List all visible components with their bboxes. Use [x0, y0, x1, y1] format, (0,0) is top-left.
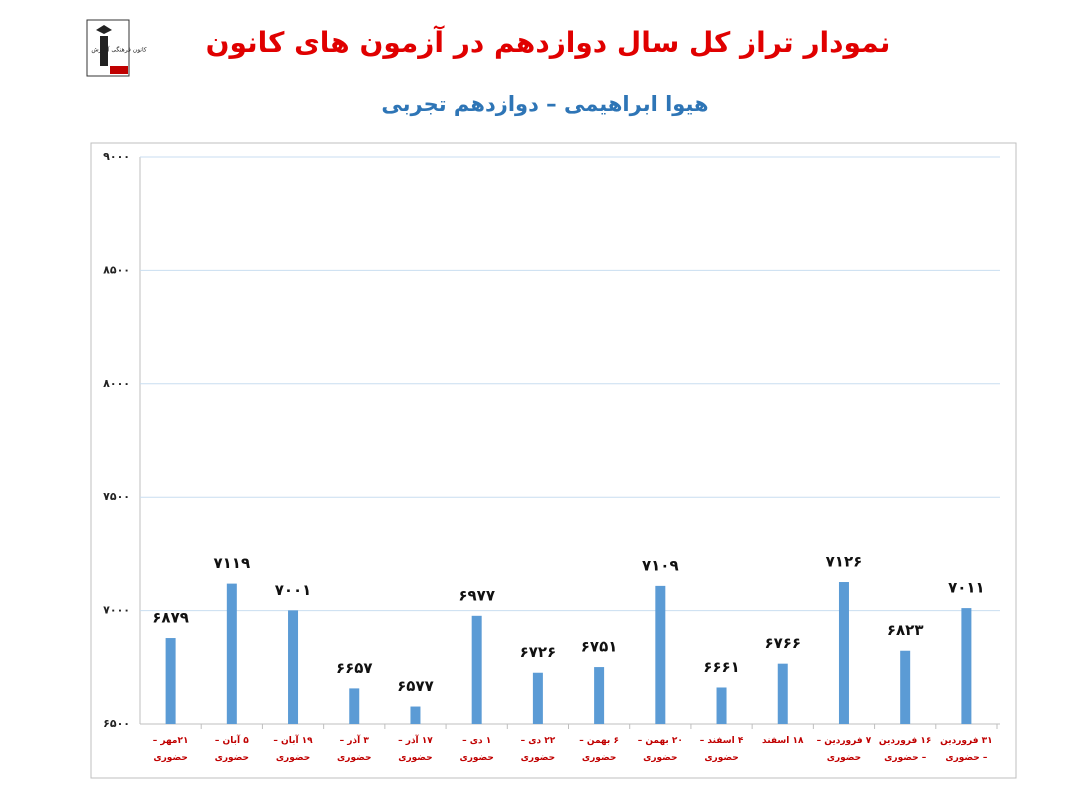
- bar: [532, 672, 543, 724]
- value-label: ۶۷۲۶: [520, 643, 557, 661]
- logo: کانون فرهنگی آموزش: [86, 19, 147, 77]
- x-tick-label: ۶ بهمن – حضوری: [579, 736, 619, 763]
- x-tick-label: ۲۱مهر – حضوری: [152, 736, 189, 763]
- bar: [655, 585, 666, 724]
- bar: [349, 688, 360, 724]
- y-tick-label: ۷۵۰۰: [103, 490, 130, 503]
- x-tick-label: ۳۱ فروردین – حضوری: [940, 736, 993, 763]
- chart-title: نمودار تراز کل سال دوازدهم در آزمون های …: [206, 25, 891, 59]
- value-label: ۷۱۰۹: [642, 556, 679, 574]
- value-label: ۷۰۱۱: [948, 579, 985, 597]
- x-tick-label: ۵ آبان – حضوری: [214, 736, 250, 763]
- value-label: ۷۱۲۶: [826, 553, 863, 571]
- value-label: ۶۷۵۱: [581, 638, 618, 656]
- value-label: ۶۹۷۷: [458, 586, 495, 604]
- bar: [838, 582, 849, 724]
- x-tick-label: ۱۸ اسفند: [762, 736, 804, 746]
- y-tick-label: ۹۰۰۰: [103, 150, 130, 163]
- value-label: ۷۱۱۹: [214, 554, 251, 572]
- bar: [226, 583, 237, 724]
- value-label: ۶۸۲۳: [887, 621, 924, 639]
- x-tick-label: ۴ اسفند – حضوری: [699, 736, 744, 763]
- x-tick-label: ۱ دی – حضوری: [459, 736, 494, 763]
- value-label: ۶۵۷۷: [397, 677, 434, 695]
- x-tick-label: ۲۰ بهمن – حضوری: [637, 736, 683, 763]
- logo-figure: [96, 25, 112, 66]
- x-tick-label: ۳ آذر – حضوری: [337, 736, 372, 763]
- value-label: ۶۸۷۹: [152, 609, 189, 627]
- x-tick-label: ۱۷ آذر – حضوری: [398, 736, 433, 763]
- value-label: ۶۷۶۶: [764, 634, 801, 652]
- x-tick-label: ۷ فروردین – حضوری: [816, 736, 872, 763]
- x-tick-label: ۱۶ فروردین – حضوری: [878, 736, 932, 763]
- value-label: ۷۰۰۱: [275, 581, 312, 599]
- y-tick-label: ۸۰۰۰: [103, 377, 130, 390]
- bar: [777, 663, 788, 724]
- x-tick-label: ۱۹ آبان – حضوری: [273, 736, 313, 763]
- value-label: ۶۶۶۱: [703, 658, 740, 676]
- bar: [900, 650, 911, 724]
- bar: [165, 638, 176, 724]
- bar: [716, 687, 727, 724]
- bar: [961, 608, 972, 724]
- x-tick-label: ۲۲ دی – حضوری: [520, 736, 556, 763]
- logo-text: کانون فرهنگی آموزش: [91, 45, 146, 54]
- chart-frame: [90, 142, 1017, 779]
- bar: [471, 615, 482, 724]
- bar: [410, 706, 421, 724]
- y-tick-label: ۷۰۰۰: [103, 604, 130, 617]
- bar: [288, 610, 299, 724]
- value-label: ۶۶۵۷: [336, 659, 373, 677]
- y-tick-label: ۶۵۰۰: [103, 717, 130, 730]
- y-tick-label: ۸۵۰۰: [103, 263, 130, 276]
- logo-tag: [110, 66, 128, 74]
- chart-subtitle: هیوا ابراهیمی – دوازدهم تجربی: [381, 92, 708, 116]
- bar: [594, 667, 605, 724]
